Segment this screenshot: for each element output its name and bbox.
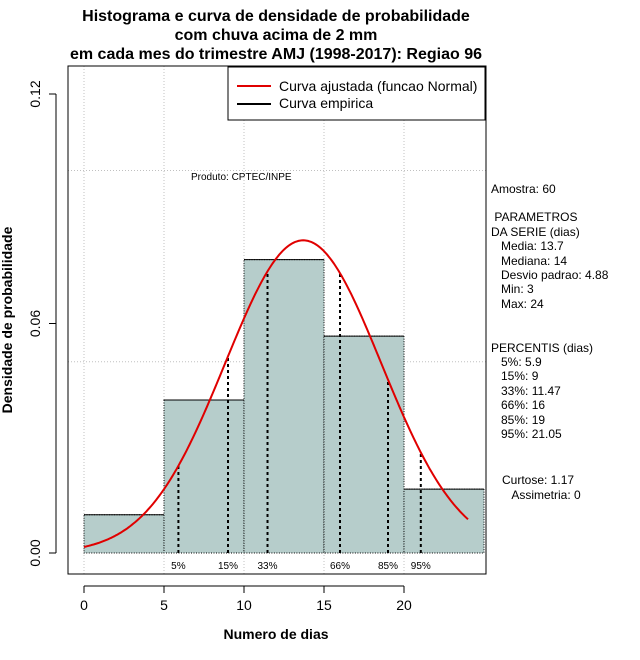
percentile-markers: 5% 15% 33% 66% 85% 95%	[171, 271, 431, 572]
stat-p85: 85%: 19	[491, 413, 545, 427]
histogram-bar-4	[403, 488, 485, 554]
stat-median: Mediana: 14	[491, 254, 567, 268]
histogram-bar-2	[243, 259, 325, 554]
legend-box	[227, 66, 486, 121]
stat-p66: 66%: 16	[491, 398, 545, 412]
stat-p15: 15%: 9	[491, 369, 539, 383]
stat-sd: Desvio padrao: 4.88	[491, 268, 609, 282]
percentile-label-1: 15%	[218, 561, 238, 572]
y-axis-title: Densidade de probabilidade	[0, 226, 15, 413]
x-tick-label-4: 20	[396, 597, 412, 613]
stat-params-subheading: DA SERIE (dias)	[491, 225, 580, 239]
stat-p95: 95%: 21.05	[491, 427, 562, 441]
stats-panel: Amostra: 60 PARAMETROS DA SERIE (dias) M…	[491, 182, 609, 502]
percentile-label-2: 33%	[258, 561, 278, 572]
stat-params-heading: PARAMETROS	[491, 210, 577, 224]
histogram-bars	[83, 259, 485, 554]
y-tick-label-2: 0.12	[27, 80, 43, 107]
normal-curve-layer	[83, 239, 469, 548]
y-tick-label-1: 0.06	[27, 310, 43, 337]
stat-skewness: Assimetria: 0	[502, 488, 581, 502]
histogram-bar-0	[83, 514, 165, 554]
chart-title-line-2: com chuva acima de 2 mm	[175, 27, 378, 44]
credit-text: Produto: CPTEC/INPE	[191, 172, 292, 183]
x-tick-label-1: 5	[160, 597, 168, 613]
histogram-bar-3	[323, 335, 405, 554]
normal-fit-curve	[83, 239, 469, 548]
legend-label-empirical: Curva empirica	[279, 95, 373, 111]
legend-label-fit: Curva ajustada (funcao Normal)	[279, 78, 477, 94]
stat-min: Min: 3	[491, 282, 534, 296]
percentile-label-0: 5%	[171, 561, 186, 572]
stat-kurtosis: Curtose: 1.17	[502, 473, 574, 487]
stat-max: Max: 24	[491, 297, 544, 311]
axes-layer: 0 5 10 15 20 0.00 0.06 0.12	[27, 80, 412, 613]
y-tick-label-0: 0.00	[27, 539, 43, 566]
chart-title-line-3: em cada mes do trimestre AMJ (1998-2017)…	[70, 46, 482, 63]
x-axis-title: Numero de dias	[223, 626, 328, 642]
stat-p5: 5%: 5.9	[491, 355, 542, 369]
plot-frame	[67, 65, 487, 575]
legend: Curva ajustada (funcao Normal) Curva emp…	[227, 66, 486, 121]
x-tick-label-0: 0	[80, 597, 88, 613]
x-tick-label-3: 15	[316, 597, 332, 613]
percentile-label-5: 95%	[411, 561, 431, 572]
histogram-bar-1	[163, 399, 245, 554]
stat-sample: Amostra: 60	[491, 182, 556, 196]
x-tick-label-2: 10	[236, 597, 252, 613]
stat-mean: Media: 13.7	[491, 239, 564, 253]
percentile-label-4: 85%	[378, 561, 398, 572]
percentile-label-3: 66%	[330, 561, 350, 572]
stat-p33: 33%: 11.47	[491, 384, 561, 398]
stat-percentis-heading: PERCENTIS (dias)	[491, 341, 593, 355]
chart-title-line-1: Histograma e curva de densidade de proba…	[82, 8, 470, 25]
